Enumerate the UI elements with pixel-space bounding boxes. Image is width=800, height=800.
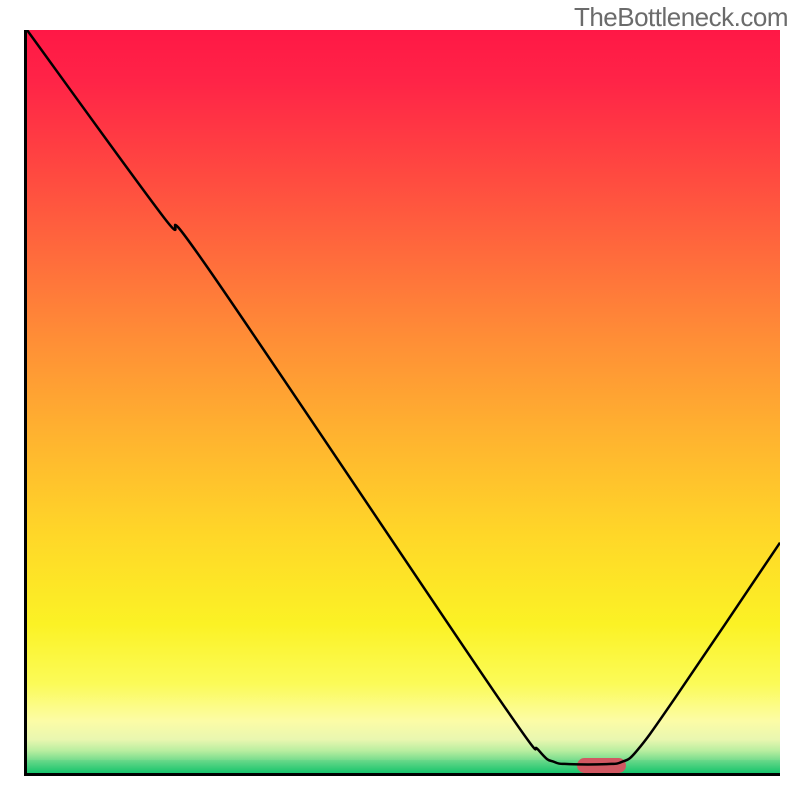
chart-plot-area bbox=[24, 30, 780, 776]
watermark-text: TheBottleneck.com bbox=[574, 2, 788, 33]
bottleneck-curve bbox=[27, 30, 780, 773]
